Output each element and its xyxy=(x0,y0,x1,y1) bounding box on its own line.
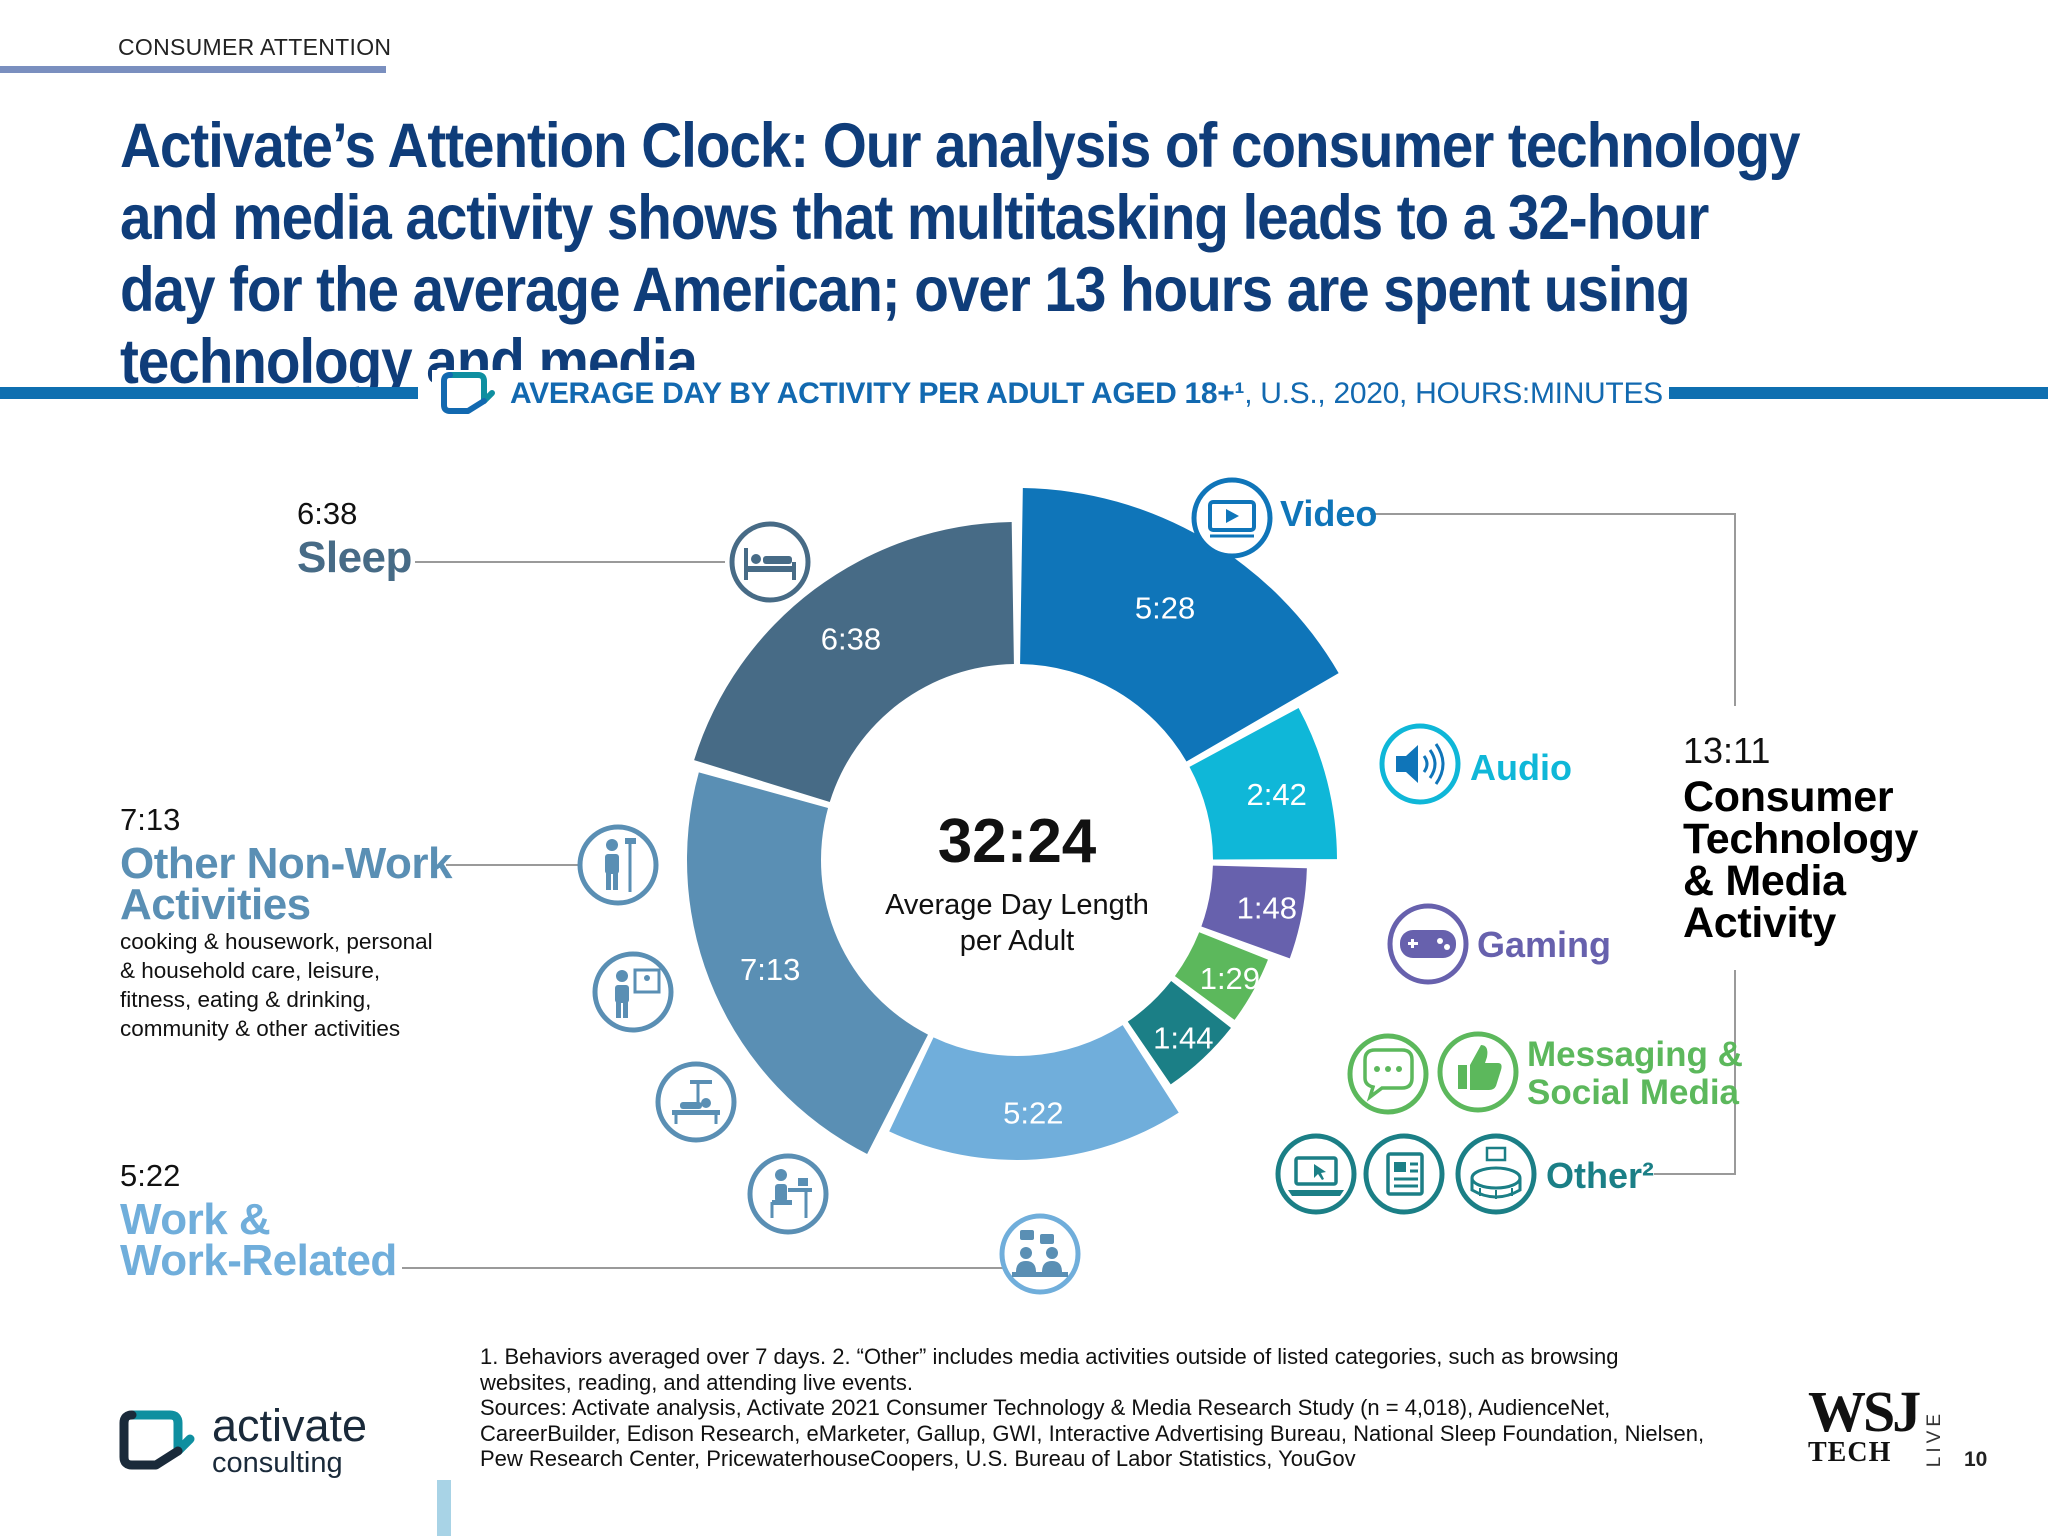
other-nonwork-desc-line4: community & other activities xyxy=(120,1016,401,1041)
newspaper-icon xyxy=(1363,1133,1445,1215)
thumbs-up-icon xyxy=(1437,1031,1519,1113)
donut-slice-video xyxy=(1020,488,1339,762)
donut-slice-gaming xyxy=(1201,865,1307,959)
ctm-bracket-bottom xyxy=(1654,970,1736,1175)
center-label-line2: per Adult xyxy=(960,925,1074,957)
speaker-icon xyxy=(1379,723,1461,805)
other-nonwork-desc-line3: fitness, eating & drinking, xyxy=(120,987,372,1012)
person-desk-icon xyxy=(747,1153,829,1235)
wsj-tech-word: TECH xyxy=(1808,1437,1892,1468)
sleep-label: Sleep xyxy=(297,533,412,582)
subtitle-bold: AVERAGE DAY BY ACTIVITY PER ADULT AGED 1… xyxy=(510,377,1245,410)
work-label-line2: Work-Related xyxy=(120,1236,397,1285)
footnote-line4: CareerBuilder, Edison Research, eMarkete… xyxy=(480,1420,1705,1446)
other-nonwork-label-line1: Other Non-Work xyxy=(120,839,452,888)
slice-value-label: 1:44 xyxy=(1153,1020,1213,1055)
person-cleaning-icon xyxy=(577,824,659,906)
donut-slice-sleep xyxy=(694,522,1014,803)
footnote-line5: Pew Research Center, PricewaterhouseCoop… xyxy=(480,1446,1356,1471)
play-video-icon xyxy=(1191,477,1273,559)
ctm-bracket-top xyxy=(1370,513,1736,706)
donut-slice-other-non-work-activities xyxy=(687,772,928,1155)
messaging-label-line2: Social Media xyxy=(1527,1073,1740,1112)
person-exercise-icon xyxy=(655,1061,737,1143)
subtitle-rule-left xyxy=(0,387,418,399)
ctm-total-value: 13:11 xyxy=(1683,730,1771,771)
gamepad-icon xyxy=(1387,903,1469,985)
wsj-tech-live-logo: WSJ TECH LIVE xyxy=(1808,1379,1946,1468)
work-value: 5:22 xyxy=(120,1158,181,1193)
bed-icon xyxy=(729,521,811,603)
slice-value-label: 7:13 xyxy=(740,952,800,987)
wsj-live-word: LIVE xyxy=(1924,1409,1946,1467)
laptop-icon xyxy=(1275,1133,1357,1215)
slice-value-label: 1:48 xyxy=(1237,890,1297,925)
slice-value-label: 5:22 xyxy=(1003,1096,1063,1131)
other-nonwork-desc-line1: cooking & housework, personal xyxy=(120,929,433,954)
stadium-icon xyxy=(1455,1133,1537,1215)
slice-value-label: 1:29 xyxy=(1200,961,1260,996)
donut-slice-audio xyxy=(1189,708,1337,860)
ctm-label-line1: Consumer xyxy=(1683,773,1894,821)
ctm-label-line2: Technology xyxy=(1683,815,1919,863)
messaging-label-line1: Messaging & xyxy=(1527,1035,1743,1074)
footnote-line2: websites, reading, and attending live ev… xyxy=(480,1369,913,1395)
center-label-line1: Average Day Length xyxy=(885,889,1149,921)
donut-slice-messaging-social-media xyxy=(1174,932,1268,1020)
donut-slice-other xyxy=(1127,980,1231,1085)
donut-slice-work-work-related xyxy=(889,1025,1179,1160)
sleep-value: 6:38 xyxy=(297,496,358,531)
audio-label: Audio xyxy=(1470,747,1572,788)
page-number: 10 xyxy=(1964,1448,1988,1471)
video-label: Video xyxy=(1280,493,1377,534)
footnote-line1: 1. Behaviors averaged over 7 days. 2. “O… xyxy=(480,1344,1619,1369)
bottom-accent-bar xyxy=(437,1480,451,1536)
donut-slices: 5:28 2:42 1:48 1:29 1:44 5:22 7:13 6:38 xyxy=(687,488,1339,1160)
other-nonwork-desc-line2: & household care, leisure, xyxy=(120,958,381,983)
activate-logo-mark-icon xyxy=(119,1410,195,1470)
gaming-label: Gaming xyxy=(1477,924,1611,965)
other-nonwork-label-line2: Activities xyxy=(120,880,311,929)
footnote-line3: Sources: Activate analysis, Activate 202… xyxy=(480,1395,1611,1420)
meeting-icon xyxy=(999,1213,1081,1295)
activate-logo: activate consulting xyxy=(118,1400,368,1479)
work-label-line1: Work & xyxy=(120,1195,271,1244)
ctm-label-line4: Activity xyxy=(1683,899,1836,947)
slice-value-label: 6:38 xyxy=(821,621,881,656)
section-underline xyxy=(0,66,386,73)
ctm-label-line3: & Media xyxy=(1683,857,1846,905)
subtitle-rule-right xyxy=(1630,387,2048,399)
connector-lines xyxy=(402,513,1736,1269)
footnotes: 1. Behaviors averaged over 7 days. 2. “O… xyxy=(480,1344,1770,1472)
activate-logo-icon xyxy=(441,372,495,414)
center-total-value: 32:24 xyxy=(938,807,1097,876)
section-label: CONSUMER ATTENTION xyxy=(118,34,392,60)
slice-value-label: 2:42 xyxy=(1246,777,1306,812)
logo-word-consulting: consulting xyxy=(212,1447,343,1479)
slice-value-label: 5:28 xyxy=(1135,590,1195,625)
chart-subtitle: AVERAGE DAY BY ACTIVITY PER ADULT AGED 1… xyxy=(432,370,1669,418)
page-title: Activate’s Attention Clock: Our analysis… xyxy=(120,111,1801,397)
wsj-wordmark: WSJ xyxy=(1808,1379,1921,1444)
chat-bubble-icon xyxy=(1347,1033,1429,1115)
person-reading-icon xyxy=(592,951,674,1033)
subtitle-regular: , U.S., 2020, HOURS:MINUTES xyxy=(1244,377,1663,410)
other-nonwork-value: 7:13 xyxy=(120,802,181,837)
logo-word-activate: activate xyxy=(212,1400,368,1451)
other-label: Other² xyxy=(1546,1155,1654,1196)
ctm-label: Consumer Technology & Media Activity xyxy=(1683,773,1919,947)
